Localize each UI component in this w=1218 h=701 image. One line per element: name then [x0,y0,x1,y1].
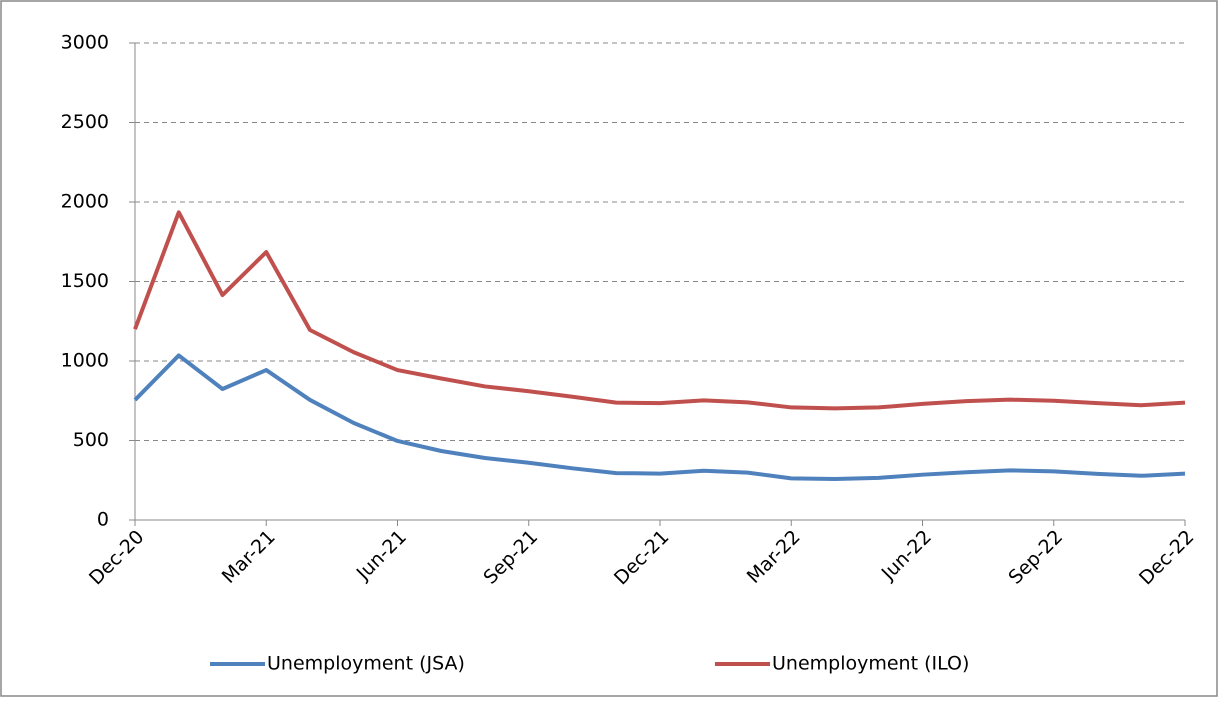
line-series [133,353,1186,481]
legend-label: Unemployment (ILO) [772,653,969,675]
y-tick-label: 0 [97,509,109,531]
line-series [133,210,1186,411]
legend-label: Unemployment (JSA) [267,653,465,675]
y-tick-label: 2000 [61,191,109,213]
y-tick-label: 500 [73,429,109,451]
y-tick-label: 1000 [61,350,109,372]
y-tick-label: 1500 [61,270,109,292]
y-tick-label: 3000 [61,32,109,54]
y-tick-label: 2500 [61,111,109,133]
